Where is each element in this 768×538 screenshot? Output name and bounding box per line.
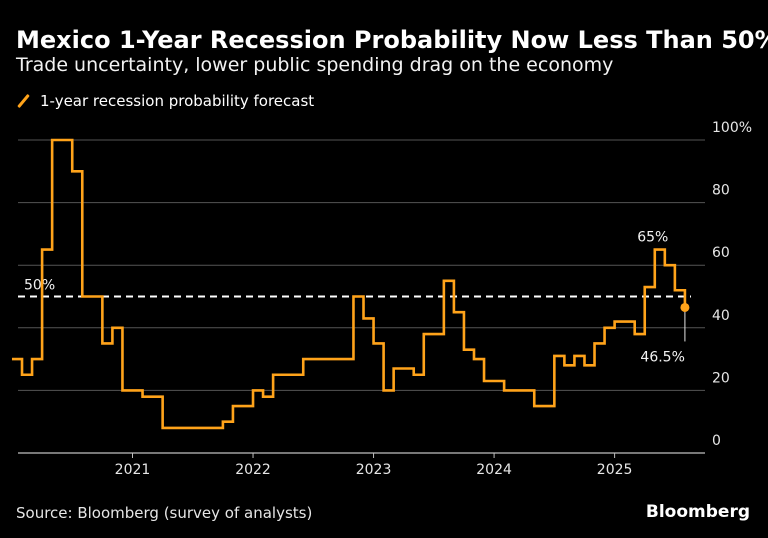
x-tick-label: 2025 <box>597 462 633 478</box>
y-tick-label: 40 <box>712 308 730 324</box>
reference-line-label: 50% <box>24 278 55 294</box>
annotation-latest: 46.5% <box>640 349 684 365</box>
brand-logo: Bloomberg <box>645 502 750 522</box>
y-tick-label: 100% <box>712 120 752 136</box>
chart-subtitle: Trade uncertainty, lower public spending… <box>16 54 614 76</box>
y-tick-label: 80 <box>712 183 730 199</box>
annotation-peak: 65% <box>637 230 668 246</box>
legend: 1-year recession probability forecast <box>16 92 314 110</box>
x-tick-label: 2023 <box>356 462 392 478</box>
y-tick-label: 60 <box>712 245 730 261</box>
series-line <box>11 138 687 430</box>
x-tick-label: 2024 <box>476 462 512 478</box>
series-end-point <box>680 302 690 312</box>
x-tick-label: 2022 <box>235 462 271 478</box>
x-tick-label: 2021 <box>115 462 151 478</box>
source-note: Source: Bloomberg (survey of analysts) <box>16 504 313 522</box>
legend-label: 1-year recession probability forecast <box>40 92 315 110</box>
y-tick-label: 20 <box>712 370 730 386</box>
chart-title: Mexico 1-Year Recession Probability Now … <box>16 26 768 54</box>
y-tick-label: 0 <box>712 433 721 449</box>
